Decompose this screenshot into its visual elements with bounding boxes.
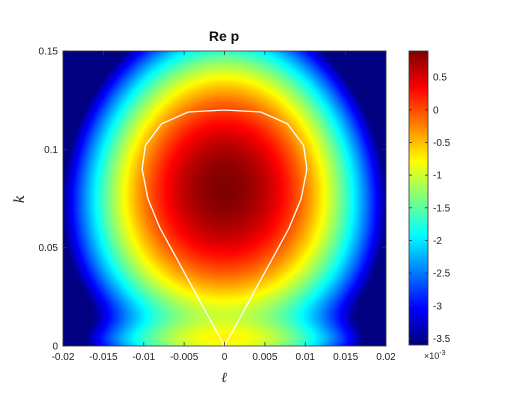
y-tick-label: 0.15 — [39, 47, 59, 58]
colorbar-tick-label: 0 — [433, 105, 439, 116]
colorbar-gradient — [409, 51, 428, 345]
colorbar: 0.5 0 -0.5 -1 -1.5 -2 -2.5 -3 -3.5 ×10-3 — [408, 50, 451, 361]
x-tick-label: 0.005 — [252, 352, 277, 363]
colorbar-border — [408, 50, 429, 346]
colorbar-exponent: ×10-3 — [424, 350, 446, 361]
colorbar-ticks: 0.5 0 -0.5 -1 -1.5 -2 -2.5 -3 -3.5 — [409, 73, 451, 345]
x-axis-label: ℓ — [221, 370, 227, 386]
y-axis: 0 0.05 0.1 0.15 — [39, 47, 386, 353]
colorbar-tick-label: -3.5 — [433, 334, 451, 345]
colorbar-tick-label: -3 — [433, 301, 442, 312]
chart-title: Re p — [209, 28, 239, 44]
y-tick-label: 0.1 — [44, 145, 58, 156]
y-tick-label: 0.05 — [39, 243, 59, 254]
x-tick-label: -0.015 — [89, 352, 118, 363]
colorbar-tick-label: -0.5 — [433, 138, 451, 149]
y-axis-label: k — [12, 195, 28, 203]
colorbar-tick-label: -1.5 — [433, 203, 451, 214]
heatmap-image — [63, 51, 386, 346]
colorbar-tick-label: 0.5 — [433, 73, 447, 84]
colorbar-tick-label: -1 — [433, 171, 442, 182]
plot-area: -0.02 -0.015 -0.01 -0.005 0 0.005 0.01 0.015 0.0… — [39, 47, 397, 364]
colorbar-tick-label: -2 — [433, 236, 442, 247]
x-tick-label: 0 — [222, 352, 228, 363]
x-tick-label: -0.005 — [170, 352, 199, 363]
x-tick-label: 0.02 — [376, 352, 396, 363]
x-tick-label: 0.015 — [333, 352, 358, 363]
colorbar-tick-label: -2.5 — [433, 269, 451, 280]
zero-contour — [141, 109, 308, 347]
x-tick-label: 0.01 — [296, 352, 316, 363]
x-axis: -0.02 -0.015 -0.01 -0.005 0 0.005 0.01 0.015 0.0… — [52, 51, 396, 363]
x-tick-label: -0.02 — [52, 352, 75, 363]
y-tick-label: 0 — [52, 342, 58, 353]
x-tick-label: -0.01 — [132, 352, 155, 363]
